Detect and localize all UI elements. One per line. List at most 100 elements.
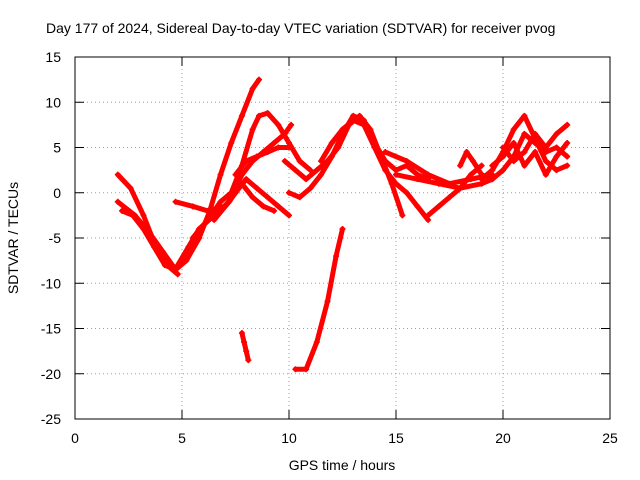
series-segment bbox=[554, 122, 570, 137]
series-segment bbox=[393, 172, 420, 182]
y-tick-label: -5 bbox=[49, 230, 62, 246]
series-segment bbox=[554, 163, 570, 173]
series-track-13 bbox=[318, 117, 432, 223]
series-segment bbox=[511, 140, 527, 169]
x-tick-label: 20 bbox=[495, 430, 511, 446]
series-segment bbox=[554, 140, 570, 160]
series-segment bbox=[532, 135, 549, 164]
series-segment bbox=[275, 122, 292, 146]
series-segment bbox=[511, 131, 527, 160]
series-segment bbox=[329, 126, 345, 146]
series-segment bbox=[425, 172, 452, 187]
series-segment bbox=[207, 172, 224, 214]
data-point bbox=[564, 121, 571, 128]
series-segment bbox=[500, 145, 517, 164]
series-segment bbox=[211, 199, 232, 223]
series-segment bbox=[318, 154, 335, 178]
series-segment bbox=[325, 253, 339, 304]
series-segment bbox=[190, 203, 211, 214]
series-segment bbox=[470, 158, 485, 178]
series-track-7 bbox=[211, 180, 278, 223]
tick-labels: 0 5 10 15 20 25 -25 -20 -15 -10 -5 0 5 10 15 bbox=[41, 49, 618, 446]
series-segment bbox=[130, 212, 146, 232]
series-segment bbox=[265, 110, 281, 128]
series-segment bbox=[173, 199, 196, 209]
series-segment bbox=[239, 86, 256, 119]
series-segment bbox=[404, 190, 420, 209]
series-segment bbox=[414, 176, 442, 187]
x-axis-label: GPS time / hours bbox=[289, 457, 396, 473]
series-track-12 bbox=[286, 112, 432, 201]
data-point bbox=[196, 235, 203, 241]
series-segment bbox=[226, 181, 245, 205]
series-track-20 bbox=[489, 139, 571, 178]
series-track-6 bbox=[189, 110, 314, 241]
series-segment bbox=[260, 203, 277, 214]
series-segment bbox=[140, 212, 157, 246]
axis-ticks bbox=[74, 56, 611, 420]
x-tick-label: 0 bbox=[71, 430, 79, 446]
data-point bbox=[256, 76, 263, 83]
series-segment bbox=[250, 77, 262, 92]
series-segment bbox=[205, 199, 224, 223]
data-point bbox=[478, 162, 485, 169]
series-segment bbox=[511, 113, 527, 132]
y-tick-label: 10 bbox=[45, 94, 61, 110]
series-segment bbox=[314, 298, 331, 345]
series-segment bbox=[333, 226, 345, 259]
y-tick-label: -10 bbox=[41, 275, 61, 291]
series-segment bbox=[307, 172, 324, 191]
series-segment bbox=[361, 122, 378, 150]
series-segment bbox=[190, 217, 211, 241]
series-segment bbox=[318, 140, 335, 164]
series-track-9 bbox=[238, 330, 252, 364]
series-segment bbox=[297, 158, 313, 173]
data-point bbox=[245, 357, 252, 364]
grid bbox=[75, 57, 610, 419]
data-point bbox=[307, 167, 314, 174]
series-segment bbox=[532, 131, 549, 150]
series-segment bbox=[532, 149, 549, 178]
series-segment bbox=[521, 131, 538, 155]
series-track-10 bbox=[292, 225, 346, 373]
data-point bbox=[339, 225, 346, 232]
series-segment bbox=[151, 244, 168, 268]
series-segment bbox=[404, 158, 431, 178]
x-tick-label: 5 bbox=[178, 430, 186, 446]
series-segment bbox=[414, 203, 431, 223]
series-segment bbox=[218, 140, 234, 178]
series-segment bbox=[233, 158, 249, 178]
series-segment bbox=[239, 126, 256, 169]
data-point bbox=[286, 212, 292, 219]
y-tick-label: -20 bbox=[41, 366, 61, 382]
y-tick-label: 15 bbox=[45, 49, 61, 65]
series-segment bbox=[414, 172, 431, 182]
series-segment bbox=[239, 158, 256, 178]
series-segment bbox=[543, 131, 559, 150]
series-segment bbox=[382, 149, 410, 164]
data-point bbox=[399, 212, 406, 219]
data-point bbox=[564, 162, 571, 169]
series-track-19 bbox=[500, 121, 571, 165]
data-points bbox=[114, 76, 571, 373]
x-tick-label: 15 bbox=[388, 430, 404, 446]
series-segment bbox=[175, 244, 191, 268]
series-segment bbox=[250, 113, 262, 132]
series-segment bbox=[115, 172, 134, 191]
series-segment bbox=[543, 154, 559, 178]
series-segment bbox=[436, 181, 463, 191]
series-track-16 bbox=[425, 162, 485, 219]
data-point bbox=[286, 144, 292, 151]
y-tick-label: 0 bbox=[53, 185, 61, 201]
series-segment bbox=[239, 181, 256, 200]
series-segment bbox=[275, 203, 292, 218]
data-point bbox=[564, 139, 571, 146]
series-segment bbox=[521, 149, 538, 169]
series-track-3 bbox=[119, 207, 203, 273]
y-tick-label: 5 bbox=[53, 140, 61, 156]
series-segment bbox=[185, 235, 202, 259]
data-point bbox=[174, 271, 181, 278]
series-segment bbox=[140, 226, 157, 250]
data-point bbox=[271, 207, 278, 214]
series-segment bbox=[303, 339, 320, 372]
